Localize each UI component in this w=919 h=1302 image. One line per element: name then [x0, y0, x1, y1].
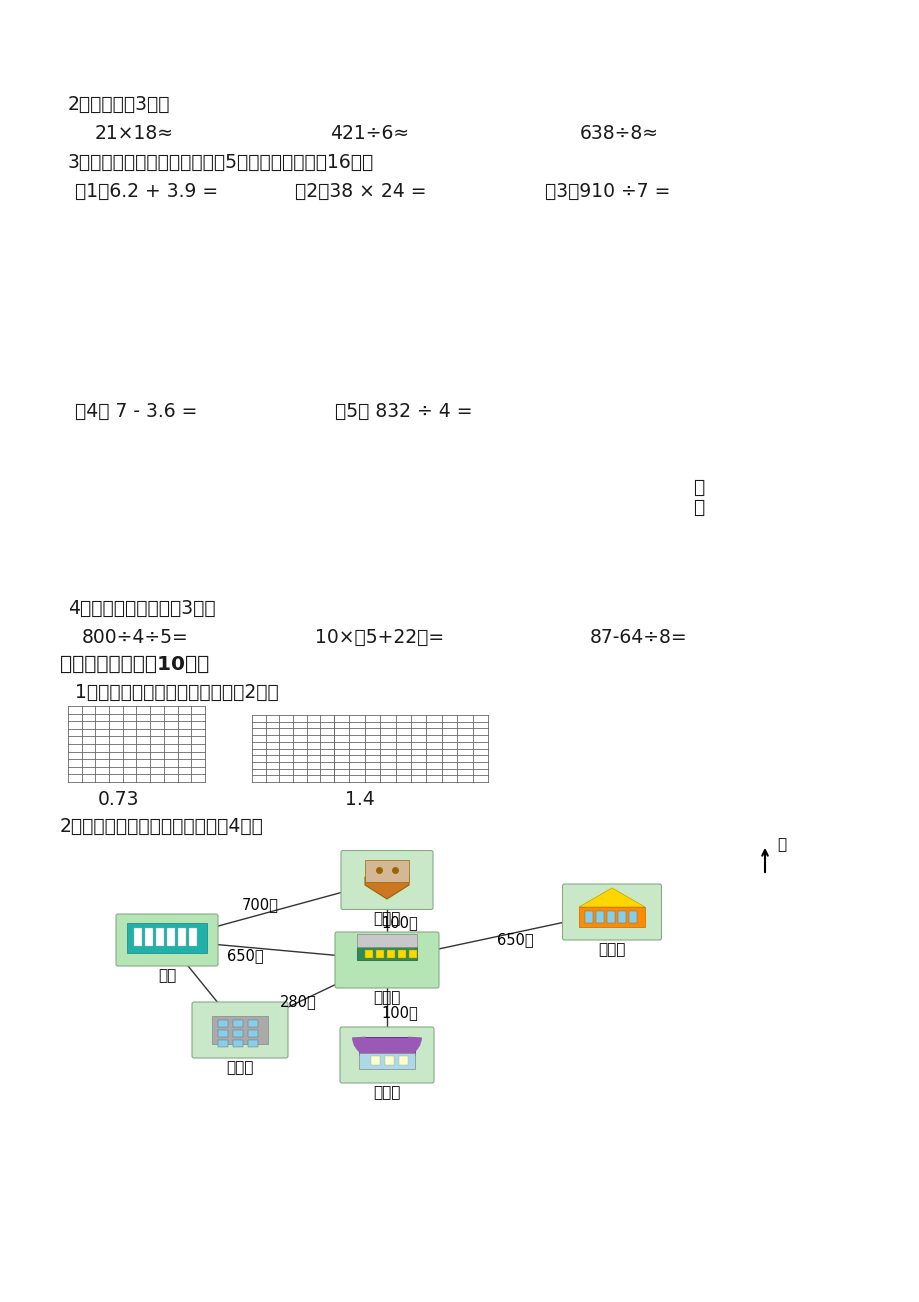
FancyBboxPatch shape: [127, 923, 207, 953]
FancyBboxPatch shape: [248, 1030, 257, 1036]
Polygon shape: [365, 878, 409, 898]
Text: 体育馆: 体育馆: [373, 1085, 401, 1100]
FancyBboxPatch shape: [116, 914, 218, 966]
FancyBboxPatch shape: [218, 1019, 228, 1027]
Text: 验: 验: [692, 478, 703, 497]
FancyBboxPatch shape: [218, 1030, 228, 1036]
FancyBboxPatch shape: [584, 911, 593, 923]
FancyBboxPatch shape: [177, 928, 186, 947]
FancyBboxPatch shape: [340, 1027, 434, 1083]
Text: （3）910 ÷7 =: （3）910 ÷7 =: [544, 182, 670, 201]
FancyBboxPatch shape: [358, 1036, 414, 1055]
FancyBboxPatch shape: [596, 911, 604, 923]
FancyBboxPatch shape: [384, 1056, 393, 1065]
Text: 北: 北: [777, 837, 785, 853]
Text: 280米: 280米: [279, 995, 316, 1009]
Text: 五、动手操作。！10分）: 五、动手操作。！10分）: [60, 655, 209, 674]
Text: 李强家: 李强家: [226, 1060, 254, 1075]
Text: 1.4: 1.4: [345, 790, 374, 809]
FancyBboxPatch shape: [357, 934, 416, 947]
FancyBboxPatch shape: [188, 928, 197, 947]
Text: 650米: 650米: [226, 948, 263, 963]
FancyBboxPatch shape: [387, 950, 394, 958]
FancyBboxPatch shape: [370, 1056, 380, 1065]
FancyBboxPatch shape: [233, 1040, 243, 1047]
Text: 少年宫: 少年宫: [597, 943, 625, 957]
Text: 421÷6≈: 421÷6≈: [330, 124, 409, 143]
FancyBboxPatch shape: [167, 928, 175, 947]
FancyBboxPatch shape: [248, 1019, 257, 1027]
Text: （4） 7 - 3.6 =: （4） 7 - 3.6 =: [75, 402, 198, 421]
FancyBboxPatch shape: [618, 911, 625, 923]
Text: 算: 算: [692, 497, 703, 517]
Text: 700米: 700米: [242, 897, 278, 913]
Text: 800÷4÷5=: 800÷4÷5=: [82, 628, 188, 647]
Text: （2）38 × 24 =: （2）38 × 24 =: [295, 182, 426, 201]
FancyBboxPatch shape: [335, 932, 438, 988]
FancyBboxPatch shape: [211, 1016, 267, 1044]
Text: 2、根据下图完成后面的填空。（4分）: 2、根据下图完成后面的填空。（4分）: [60, 816, 264, 836]
Text: 学校: 学校: [158, 967, 176, 983]
FancyBboxPatch shape: [629, 911, 636, 923]
Text: 100米: 100米: [381, 915, 418, 931]
FancyBboxPatch shape: [376, 950, 383, 958]
FancyBboxPatch shape: [365, 950, 372, 958]
Text: 21×18≈: 21×18≈: [95, 124, 174, 143]
FancyBboxPatch shape: [357, 947, 416, 960]
Text: 3、列竖式计算下面各题，第（5）小题要验算。（16分）: 3、列竖式计算下面各题，第（5）小题要验算。（16分）: [68, 154, 374, 172]
FancyBboxPatch shape: [192, 1003, 288, 1059]
FancyBboxPatch shape: [248, 1040, 257, 1047]
FancyBboxPatch shape: [134, 928, 142, 947]
Polygon shape: [578, 888, 644, 907]
Text: 1、看小数涂上你喜欢的颜色。（2分）: 1、看小数涂上你喜欢的颜色。（2分）: [75, 684, 278, 702]
Text: （5） 832 ÷ 4 =: （5） 832 ÷ 4 =: [335, 402, 472, 421]
FancyBboxPatch shape: [607, 911, 614, 923]
Text: 2、估算。（3分）: 2、估算。（3分）: [68, 95, 170, 115]
FancyBboxPatch shape: [218, 1040, 228, 1047]
FancyBboxPatch shape: [233, 1019, 243, 1027]
Text: 638÷8≈: 638÷8≈: [579, 124, 658, 143]
Text: 0.73: 0.73: [98, 790, 140, 809]
Text: 10×（5+22）=: 10×（5+22）=: [314, 628, 444, 647]
FancyBboxPatch shape: [365, 861, 409, 881]
FancyBboxPatch shape: [578, 907, 644, 927]
FancyBboxPatch shape: [145, 928, 153, 947]
FancyBboxPatch shape: [156, 928, 164, 947]
Text: 图书馆: 图书馆: [373, 911, 401, 927]
FancyBboxPatch shape: [341, 850, 433, 910]
Text: 100米: 100米: [381, 1005, 418, 1021]
Text: 电影院: 电影院: [373, 990, 401, 1005]
FancyBboxPatch shape: [233, 1030, 243, 1036]
FancyBboxPatch shape: [409, 950, 416, 958]
Text: （1）6.2 + 3.9 =: （1）6.2 + 3.9 =: [75, 182, 218, 201]
FancyBboxPatch shape: [358, 1053, 414, 1069]
Text: 4、直接写出得数。（3分）: 4、直接写出得数。（3分）: [68, 599, 215, 618]
FancyBboxPatch shape: [562, 884, 661, 940]
FancyBboxPatch shape: [398, 950, 405, 958]
Text: 650米: 650米: [496, 932, 533, 948]
FancyBboxPatch shape: [399, 1056, 407, 1065]
Text: 87-64÷8=: 87-64÷8=: [589, 628, 686, 647]
